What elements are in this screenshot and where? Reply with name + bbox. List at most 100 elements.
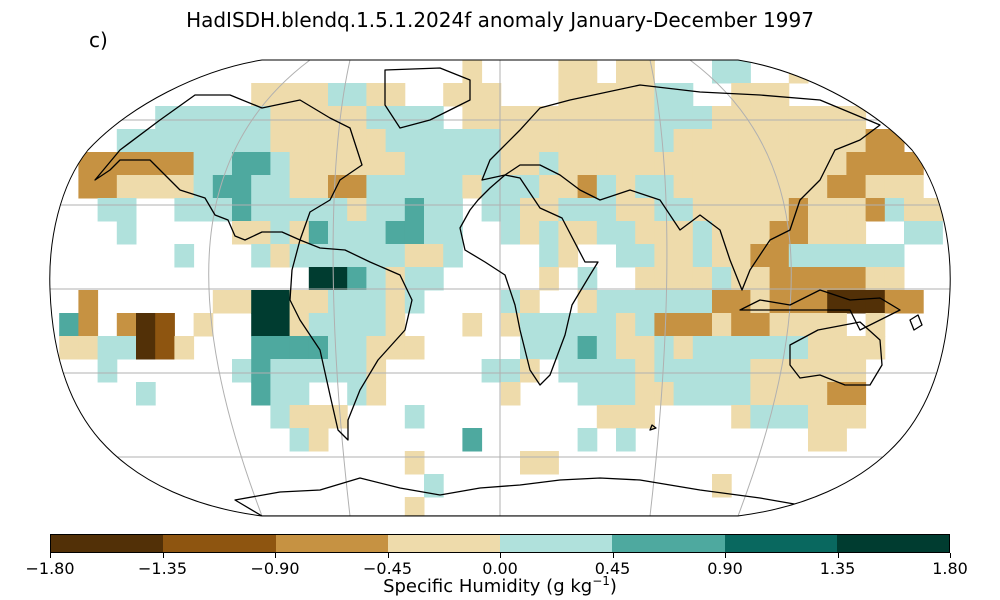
anomaly-cell [673,106,694,130]
anomaly-cell [846,267,867,291]
anomaly-cell [558,198,579,222]
anomaly-cell [731,359,751,383]
anomaly-cell [232,221,252,245]
anomaly-cell [577,359,598,383]
anomaly-cell [596,106,617,130]
anomaly-cell [596,359,617,383]
anomaly-cell [788,175,809,199]
anomaly-cell [136,382,156,406]
anomaly-cell [500,359,521,383]
anomaly-cell [462,175,483,199]
anomaly-cell [616,221,636,245]
anomaly-cell [673,336,694,360]
colorbar-segment [51,535,164,552]
anomaly-cell [212,290,233,314]
anomaly-cell [769,106,790,130]
anomaly-cell [731,175,751,199]
anomaly-cell [827,290,847,314]
anomaly-cell [539,336,559,360]
colorbar-tick-mark [162,553,164,558]
anomaly-cell [846,244,867,268]
anomaly-cell [308,267,329,291]
anomaly-cell [520,129,540,153]
anomaly-cell [520,221,540,245]
anomaly-cell [827,359,847,383]
anomaly-cell [654,382,675,406]
anomaly-cell [520,198,540,222]
anomaly-cell [750,313,771,337]
anomaly-cell [308,359,329,383]
anomaly-cell [692,313,713,337]
anomaly-cell [97,198,118,222]
anomaly-cell [577,106,598,130]
anomaly-cell [97,152,118,176]
anomaly-cell [308,428,329,452]
anomaly-cell [788,382,809,406]
anomaly-cell [788,152,809,176]
anomaly-cell [712,129,732,153]
anomaly-cell [289,83,310,107]
anomaly-cell [712,106,732,130]
anomaly-cell [750,221,771,245]
anomaly-cell [155,336,175,360]
anomaly-cell [193,152,214,176]
anomaly-cell [596,83,617,107]
anomaly-cell [635,405,655,429]
anomaly-cell [424,267,444,291]
anomaly-cell [174,244,195,268]
anomaly-cell [635,175,655,199]
anomaly-cell [270,152,291,176]
anomaly-cell [328,221,348,245]
anomaly-cell [846,405,867,429]
colorbar-tick-label: 0.45 [594,559,631,578]
anomaly-cell [404,336,425,360]
colorbar-tick-mark [50,553,51,558]
anomaly-cell [500,382,521,406]
graticule [49,60,951,516]
anomaly-cell [347,106,367,130]
anomaly-cell [366,359,387,383]
anomaly-cell [424,474,444,498]
anomaly-cell [366,221,387,245]
anomaly-cell [769,382,790,406]
anomaly-cell [692,152,713,176]
anomaly-cell [731,60,751,84]
anomaly-cell [884,129,905,153]
anomaly-cell [308,129,329,153]
colorbar-tick-mark [387,553,389,558]
anomaly-cell [616,428,636,452]
anomaly-cell [251,313,271,337]
anomaly-cell [616,198,636,222]
anomaly-cell [270,244,291,268]
anomaly-cell [116,198,137,222]
colorbar-tick-label: 0.90 [707,559,743,578]
anomaly-cell [366,152,387,176]
anomaly-cell [347,359,367,383]
anomaly-cell [539,175,559,199]
anomaly-cell [270,382,291,406]
anomaly-cell [385,313,406,337]
anomaly-cell [404,451,425,475]
anomaly-cell [750,267,771,291]
anomaly-cell [769,313,790,337]
anomaly-cell [270,129,291,153]
anomaly-cell [750,175,771,199]
anomaly-cell [232,175,252,199]
anomaly-cell [251,83,271,107]
anomaly-cell [328,106,348,130]
anomaly-cell [328,267,348,291]
anomaly-cell [193,313,214,337]
anomaly-cell [596,152,617,176]
colorbar-tick-label: 0.00 [482,559,518,578]
anomaly-cell [827,244,847,268]
anomaly-cell [366,129,387,153]
anomaly-cell [500,175,521,199]
anomaly-cell [404,405,425,429]
anomaly-cell [769,359,790,383]
anomaly-cell [750,152,771,176]
anomaly-cell [385,336,406,360]
anomaly-cell [347,175,367,199]
anomaly-cell [136,313,156,337]
anomaly-cell [193,175,214,199]
colorbar-tick-label: −1.80 [25,559,75,578]
